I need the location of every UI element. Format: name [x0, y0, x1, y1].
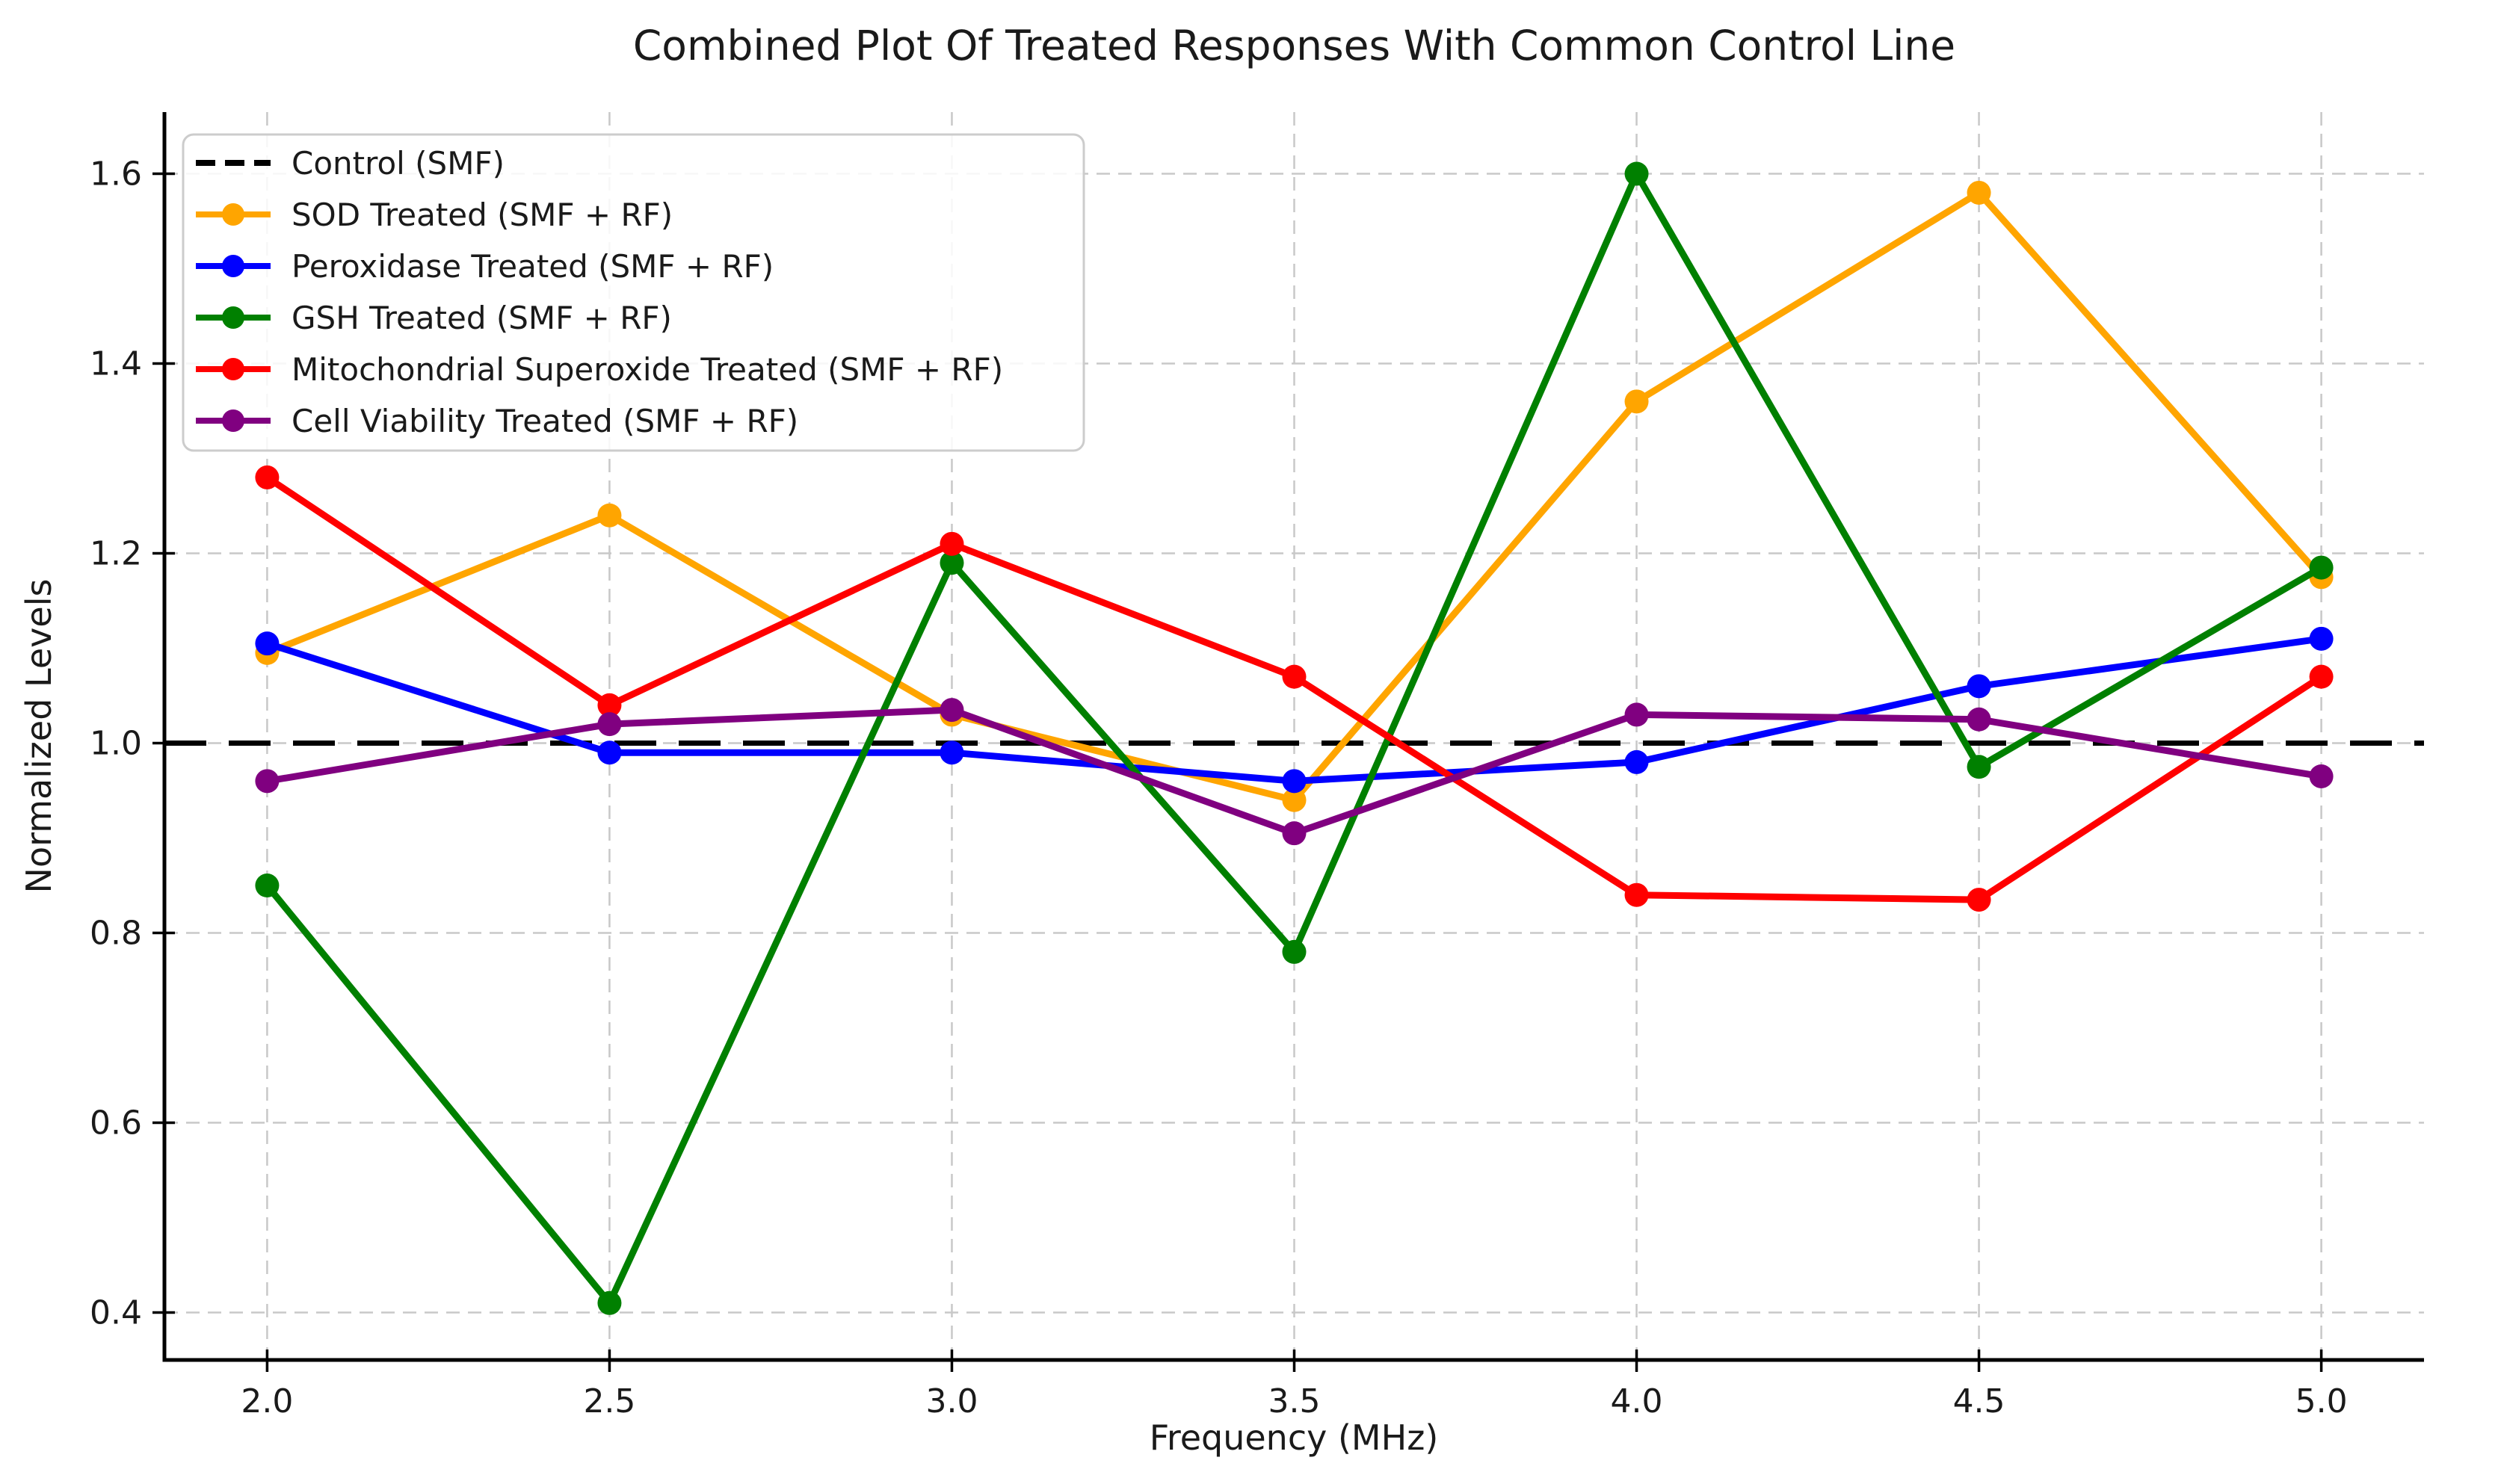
chart-title: Combined Plot Of Treated Responses With … — [632, 22, 1956, 69]
x-tick-label: 4.0 — [1611, 1382, 1663, 1420]
y-tick-label: 1.6 — [90, 155, 142, 194]
y-tick-label: 0.4 — [90, 1294, 142, 1332]
data-point-cell-viability-treated-smf-rf — [1967, 707, 1991, 732]
legend-sample-marker-mitochondrial-superoxide-treated-smf-rf — [222, 358, 244, 380]
data-point-peroxidase-treated-smf-rf — [1967, 674, 1991, 699]
data-point-sod-treated-smf-rf — [597, 503, 622, 528]
data-point-gsh-treated-smf-rf — [940, 551, 964, 575]
data-point-cell-viability-treated-smf-rf — [2309, 764, 2334, 788]
legend-label-cell-viability-treated-smf-rf: Cell Viability Treated (SMF + RF) — [292, 403, 798, 439]
legend-label-peroxidase-treated-smf-rf: Peroxidase Treated (SMF + RF) — [292, 248, 774, 285]
data-point-sod-treated-smf-rf — [1282, 788, 1307, 812]
legend-label-control-smf: Control (SMF) — [292, 145, 505, 182]
x-tick-label: 2.5 — [583, 1382, 635, 1420]
y-tick-label: 1.0 — [90, 725, 142, 763]
data-point-gsh-treated-smf-rf — [1967, 755, 1991, 779]
y-tick-label: 0.6 — [90, 1104, 142, 1143]
data-point-mitochondrial-superoxide-treated-smf-rf — [940, 531, 964, 556]
x-axis-title: Frequency (MHz) — [1149, 1417, 1439, 1458]
data-point-peroxidase-treated-smf-rf — [597, 741, 622, 765]
legend-sample-marker-sod-treated-smf-rf — [222, 203, 244, 226]
x-tick-label: 5.0 — [2295, 1382, 2348, 1420]
data-point-peroxidase-treated-smf-rf — [1624, 749, 1649, 774]
data-point-mitochondrial-superoxide-treated-smf-rf — [1624, 882, 1649, 907]
data-point-gsh-treated-smf-rf — [2309, 555, 2334, 580]
data-point-cell-viability-treated-smf-rf — [255, 769, 280, 794]
legend-label-gsh-treated-smf-rf: GSH Treated (SMF + RF) — [292, 300, 672, 336]
data-point-mitochondrial-superoxide-treated-smf-rf — [1967, 888, 1991, 912]
legend-sample-marker-cell-viability-treated-smf-rf — [222, 409, 244, 432]
x-tick-label: 3.0 — [925, 1382, 978, 1420]
x-tick-label: 3.5 — [1268, 1382, 1321, 1420]
data-point-peroxidase-treated-smf-rf — [940, 741, 964, 765]
data-point-cell-viability-treated-smf-rf — [1282, 821, 1307, 846]
data-point-peroxidase-treated-smf-rf — [1282, 769, 1307, 794]
data-point-sod-treated-smf-rf — [1967, 180, 1991, 205]
data-point-cell-viability-treated-smf-rf — [597, 712, 622, 737]
legend-label-mitochondrial-superoxide-treated-smf-rf: Mitochondrial Superoxide Treated (SMF + … — [292, 351, 1003, 388]
data-point-peroxidase-treated-smf-rf — [2309, 626, 2334, 651]
data-point-mitochondrial-superoxide-treated-smf-rf — [2309, 664, 2334, 689]
data-point-mitochondrial-superoxide-treated-smf-rf — [597, 693, 622, 717]
y-tick-label: 1.2 — [90, 535, 142, 573]
y-tick-label: 1.4 — [90, 345, 142, 383]
x-tick-label: 4.5 — [1953, 1382, 2005, 1420]
data-point-gsh-treated-smf-rf — [1624, 161, 1649, 186]
data-point-gsh-treated-smf-rf — [597, 1290, 622, 1315]
x-tick-label: 2.0 — [241, 1382, 293, 1420]
data-point-cell-viability-treated-smf-rf — [940, 698, 964, 723]
data-point-sod-treated-smf-rf — [1624, 389, 1649, 414]
data-point-peroxidase-treated-smf-rf — [255, 631, 280, 656]
data-point-cell-viability-treated-smf-rf — [1624, 702, 1649, 727]
data-point-mitochondrial-superoxide-treated-smf-rf — [1282, 664, 1307, 689]
legend-box — [182, 133, 1085, 452]
legend-label-sod-treated-smf-rf: SOD Treated (SMF + RF) — [292, 197, 673, 233]
data-point-gsh-treated-smf-rf — [1282, 939, 1307, 964]
legend-sample-marker-peroxidase-treated-smf-rf — [222, 255, 244, 277]
data-point-mitochondrial-superoxide-treated-smf-rf — [255, 465, 280, 489]
legend-sample-marker-gsh-treated-smf-rf — [222, 306, 244, 329]
data-point-gsh-treated-smf-rf — [255, 874, 280, 898]
y-tick-label: 0.8 — [90, 915, 142, 953]
